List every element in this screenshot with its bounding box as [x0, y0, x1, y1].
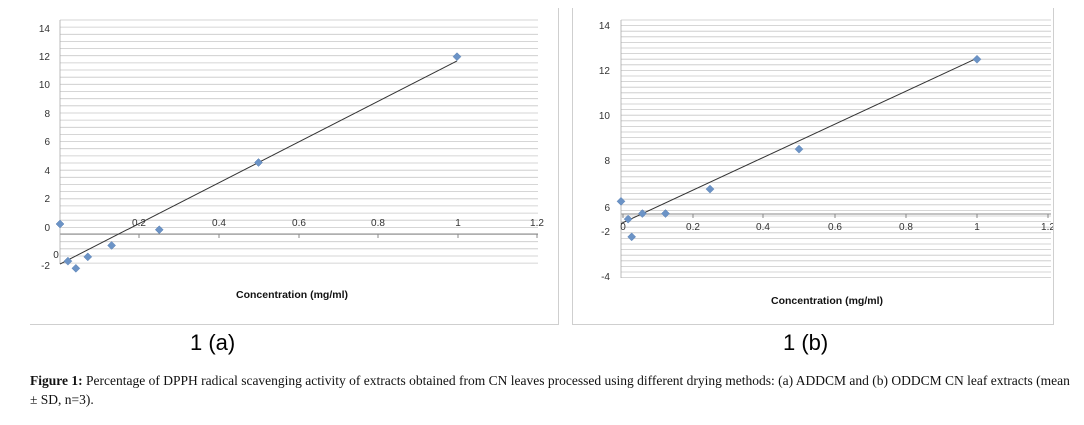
- x-tick-label: 0.4: [212, 218, 226, 229]
- data-point-b-4: [661, 209, 670, 218]
- y-tick-label: -2: [601, 227, 610, 238]
- x-tick-label: 1.2: [1041, 222, 1053, 233]
- data-point-b-6: [794, 144, 804, 154]
- x-tick-label: 1.2: [530, 218, 544, 229]
- y-tick-label: 4: [44, 166, 50, 177]
- data-point-b-2: [627, 232, 637, 242]
- caption-bold: Figure 1:: [30, 373, 83, 388]
- y-tick-label: 8: [604, 156, 610, 167]
- y-tick-label: -4: [601, 272, 610, 283]
- y-tick-label: 6: [44, 137, 50, 148]
- chart-b: 14 12 10 8 6 -2 -4 0 0.2 0.4 0.6 0.8 1 1.2 Concentrati…: [599, 19, 1055, 307]
- chart-a: 14121086420-20.20.40.60.811.20Concentrat…: [39, 19, 544, 301]
- data-point-b-5: [705, 184, 715, 194]
- data-point-a-7: [452, 52, 462, 62]
- origin-label: 0: [53, 250, 59, 261]
- x-tick-label: 1: [455, 218, 461, 229]
- x-tick-label: 0.6: [828, 222, 842, 233]
- y-tick-label: 8: [44, 109, 50, 120]
- y-tick-label: 14: [39, 24, 51, 35]
- x-tick-label: 1: [974, 222, 980, 233]
- data-point-a-1: [63, 256, 73, 266]
- x-tick-label: 0.8: [371, 218, 385, 229]
- y-tick-label: 12: [39, 52, 51, 63]
- data-point-b-7: [972, 54, 982, 64]
- trendline-b: [620, 57, 978, 224]
- data-point-a-6: [254, 158, 263, 167]
- x-tick-label: 0.8: [899, 222, 913, 233]
- x-axis-title-a: Concentration (mg/ml): [236, 289, 348, 301]
- figure-caption: Figure 1: Percentage of DPPH radical sca…: [30, 371, 1070, 409]
- data-point-b-1: [623, 214, 633, 224]
- data-point-b-3: [638, 209, 647, 218]
- x-tick-label: 0.4: [756, 222, 770, 233]
- chart-panel-a: 14121086420-20.20.40.60.811.20Concentrat…: [30, 8, 559, 325]
- y-tick-label: 6: [604, 203, 610, 214]
- x-axis-title-b: Concentration (mg/ml): [771, 295, 883, 307]
- chart-panel-b: 14 12 10 8 6 -2 -4 0 0.2 0.4 0.6 0.8 1 1.2 Concentrati…: [572, 8, 1055, 325]
- x-tick-label: 0.2: [686, 222, 700, 233]
- y-tick-label: 10: [39, 80, 51, 91]
- x-tick-label: 0: [620, 222, 626, 233]
- caption-text: Percentage of DPPH radical scavenging ac…: [30, 373, 1070, 407]
- y-tick-label: 14: [599, 21, 611, 32]
- data-point-a-5: [154, 225, 164, 235]
- data-point-a-2: [71, 263, 81, 273]
- data-point-a-0: [55, 219, 65, 229]
- y-tick-label: 12: [599, 66, 611, 77]
- y-tick-label: 0: [44, 223, 50, 234]
- y-tick-label: -2: [41, 261, 50, 272]
- y-tick-label: 10: [599, 111, 611, 122]
- data-point-a-3: [83, 252, 93, 262]
- subfigure-label-a: 1 (a): [190, 330, 236, 355]
- data-point-b-0: [616, 196, 626, 206]
- data-point-a-4: [107, 241, 116, 250]
- y-tick-label: 2: [44, 194, 50, 205]
- x-tick-label: 0.6: [292, 218, 306, 229]
- subfigure-label-b: 1 (b): [783, 330, 829, 355]
